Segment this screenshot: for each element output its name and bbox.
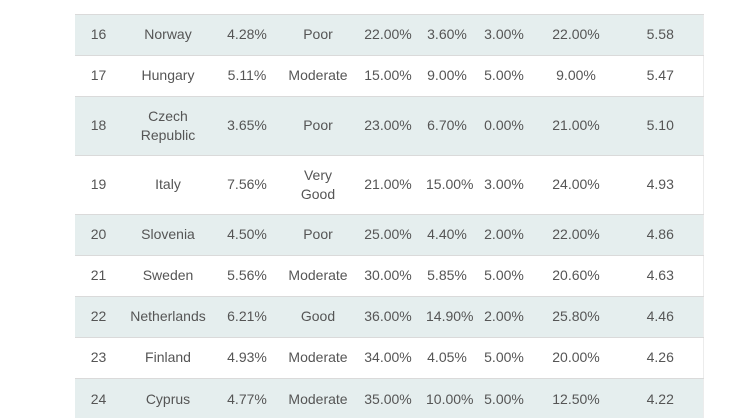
table-cell: 19 (90, 176, 107, 193)
table-cell: 4.93% (227, 349, 267, 366)
table-cell: Moderate (288, 349, 348, 366)
table-cell: 4.40% (427, 226, 467, 243)
table-cell: 5.85% (427, 267, 467, 284)
table-cell: 21.00% (364, 176, 412, 193)
table-cell: 18 (90, 117, 107, 134)
table-cell: 4.86 (646, 226, 674, 243)
table-cell: 14.90% (426, 308, 474, 325)
table-cell: Slovenia (141, 226, 195, 243)
table-cell: 25.00% (364, 226, 412, 243)
table-row: 23 Finland 4.93% Moderate 34.00% 4.05% 5.00% 20… (75, 337, 703, 379)
table-row: 20 Slovenia 4.50% Poor 25.00% 4.40% 2.00% 22.00… (75, 214, 703, 256)
table-cell: 10.00% (426, 390, 474, 407)
table-cell: Moderate (288, 390, 348, 407)
table-cell: 23.00% (364, 117, 412, 134)
table-cell: 22.00% (364, 26, 412, 43)
table-cell: 30.00% (364, 267, 412, 284)
table-cell: Hungary (141, 67, 195, 84)
table-cell: 3.60% (427, 26, 467, 43)
table-row: 24 Cyprus 4.77% Moderate 35.00% 10.00% 5.00% 12… (75, 378, 703, 418)
table-cell: 20 (90, 226, 107, 243)
table-row: 19 Italy 7.56% Very Good 21.00% 15.00% 3.00% 24… (75, 155, 703, 215)
table-cell: 7.56% (227, 176, 267, 193)
table-cell: Netherlands (130, 308, 206, 325)
table-cell: Norway (144, 26, 192, 43)
table-cell: 12.50% (552, 390, 600, 407)
table-row: 22 Netherlands 6.21% Good 36.00% 14.90% 2.00% 2… (75, 296, 703, 338)
table-cell: Good (300, 308, 336, 325)
table-cell: 5.10 (646, 117, 674, 134)
table-cell: 5.11% (227, 67, 267, 84)
table-cell: 4.28% (227, 26, 267, 43)
table-cell: 4.05% (427, 349, 467, 366)
table-cell: Moderate (288, 267, 348, 284)
table-cell: Very Good (300, 166, 336, 202)
table-cell: Cyprus (145, 390, 191, 407)
table-cell: Italy (155, 176, 181, 193)
table-cell: 22.00% (552, 26, 600, 43)
table-cell: 3.00% (484, 176, 524, 193)
table-cell: 6.21% (227, 308, 267, 325)
rankings-table: 16 Norway 4.28% Poor 22.00% 3.60% 3.00% 22.00% 5… (75, 14, 704, 418)
table-cell: 20.60% (552, 267, 600, 284)
table-cell: 17 (90, 67, 107, 84)
table-cell: Czech Republic (140, 107, 196, 143)
rankings-table-body: 16 Norway 4.28% Poor 22.00% 3.60% 3.00% 22.00% 5… (75, 14, 703, 418)
table-cell: 9.00% (556, 67, 596, 84)
table-row: 17 Hungary 5.11% Moderate 15.00% 9.00% 5.00% 9.… (75, 55, 703, 97)
table-cell: 6.70% (427, 117, 467, 134)
table-cell: 16 (90, 26, 107, 43)
table-cell: 4.93 (646, 176, 674, 193)
table-cell: 3.65% (227, 117, 267, 134)
table-cell: 5.47 (646, 67, 674, 84)
rankings-table-container: 16 Norway 4.28% Poor 22.00% 3.60% 3.00% 22.00% 5… (75, 14, 704, 418)
table-cell: 2.00% (484, 226, 524, 243)
table-cell: Moderate (288, 67, 348, 84)
table-cell: 2.00% (484, 308, 524, 325)
table-cell: Finland (145, 349, 191, 366)
table-row: 18 Czech Republic 3.65% Poor 23.00% 6.70% 0.00… (75, 96, 703, 156)
table-cell: 24 (90, 390, 107, 407)
table-cell: 21 (90, 267, 107, 284)
table-cell: 9.00% (427, 67, 467, 84)
table-cell: 5.58 (646, 26, 674, 43)
table-cell: 25.80% (552, 308, 600, 325)
table-cell: Poor (303, 26, 333, 43)
table-cell: 4.63 (646, 267, 674, 284)
table-row: 16 Norway 4.28% Poor 22.00% 3.60% 3.00% 22.00% 5… (75, 14, 703, 56)
table-cell: 0.00% (484, 117, 524, 134)
table-cell: 15.00% (426, 176, 474, 193)
table-cell: 4.50% (227, 226, 267, 243)
table-cell: 4.22 (646, 390, 674, 407)
table-cell: 36.00% (364, 308, 412, 325)
table-cell: 5.56% (227, 267, 267, 284)
table-cell: 34.00% (364, 349, 412, 366)
table-cell: 5.00% (484, 349, 524, 366)
table-cell: 4.77% (227, 390, 267, 407)
table-cell: 5.00% (484, 390, 524, 407)
table-cell: 22 (90, 308, 107, 325)
table-cell: 15.00% (364, 67, 412, 84)
table-cell: 5.00% (484, 267, 524, 284)
table-cell: 4.46 (646, 308, 674, 325)
table-cell: Poor (303, 117, 333, 134)
table-cell: Poor (303, 226, 333, 243)
table-cell: 35.00% (364, 390, 412, 407)
table-cell: 24.00% (552, 176, 600, 193)
table-cell: 20.00% (552, 349, 600, 366)
table-cell: 21.00% (552, 117, 600, 134)
table-cell: 22.00% (552, 226, 600, 243)
table-row: 21 Sweden 5.56% Moderate 30.00% 5.85% 5.00% 20.… (75, 255, 703, 297)
table-cell: 5.00% (484, 67, 524, 84)
table-cell: 4.26 (646, 349, 674, 366)
table-cell: 3.00% (484, 26, 524, 43)
table-cell: 23 (90, 349, 107, 366)
table-cell: Sweden (142, 267, 194, 284)
